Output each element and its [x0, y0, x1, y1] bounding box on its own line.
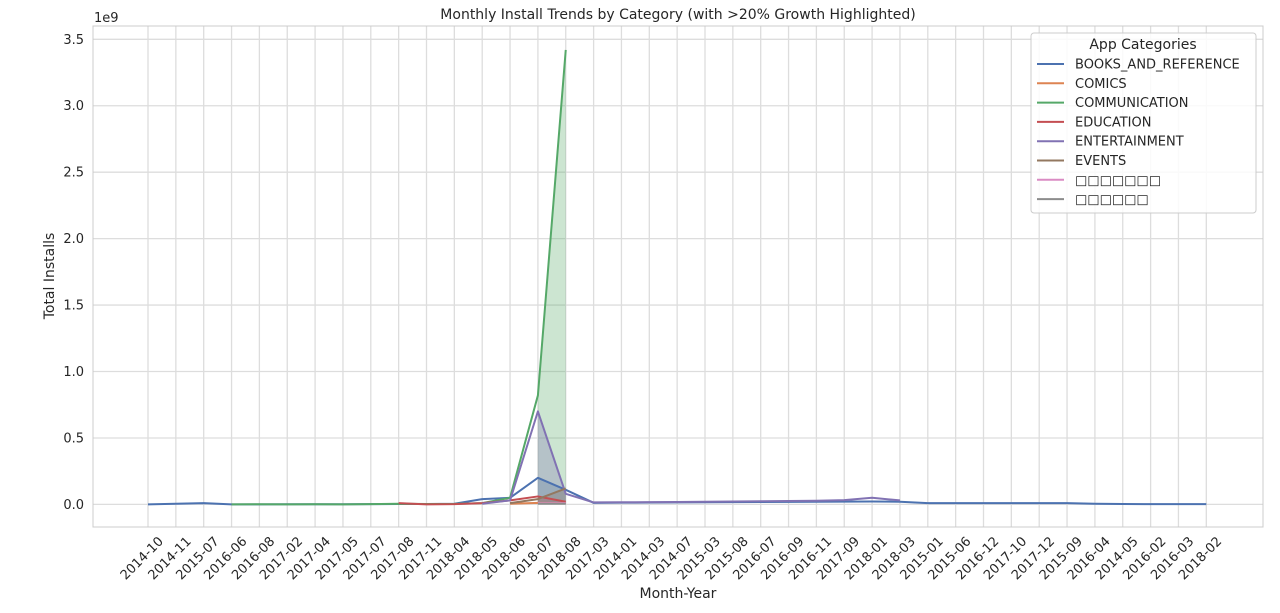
legend-label: ENTERTAINMENT — [1075, 135, 1184, 150]
legend-title: App Categories — [1089, 37, 1196, 53]
y-tick-label: 1.5 — [63, 299, 84, 314]
legend-label: BOOKS_AND_REFERENCE — [1075, 58, 1240, 73]
x-axis-label: Month-Year — [640, 586, 717, 602]
y-tick-label: 1.0 — [63, 365, 84, 380]
growth-highlight-layer — [537, 49, 566, 505]
grid-layer — [93, 26, 1263, 527]
y-tick-label: 3.0 — [63, 99, 84, 114]
chart-title: Monthly Install Trends by Category (with… — [440, 7, 915, 23]
y-offset-label: 1e9 — [94, 11, 119, 26]
legend-label: COMICS — [1075, 77, 1127, 92]
legend-label: COMMUNICATION — [1075, 96, 1189, 111]
plot-frame — [92, 25, 1264, 528]
y-tick-label: 0.0 — [63, 498, 84, 513]
legend-label: □□□□□□□ — [1075, 173, 1161, 188]
y-tick-label: 0.5 — [63, 431, 84, 446]
x-tick-labels: 2014-102014-112015-072016-062016-082017-… — [118, 534, 1225, 583]
y-axis-label: Total Installs — [42, 233, 58, 321]
y-tick-labels: 0.0 0.5 1.0 1.5 2.0 2.5 3.0 3.5 — [63, 33, 84, 513]
y-tick-label: 3.5 — [63, 33, 84, 48]
legend-label: EDUCATION — [1075, 115, 1151, 130]
series-line-entertainment — [482, 410, 901, 505]
series-line-events — [509, 487, 567, 505]
y-tick-label: 2.5 — [63, 166, 84, 181]
legend-entries: BOOKS_AND_REFERENCE COMICS COMMUNICATION ED… — [1037, 58, 1240, 208]
legend-box — [1030, 32, 1257, 214]
legend: App Categories BOOKS_AND_REFERENCE COMICS… — [1030, 32, 1257, 214]
y-tick-label: 2.0 — [63, 232, 84, 247]
series-layer — [147, 49, 1207, 506]
legend-label: EVENTS — [1075, 154, 1126, 169]
growth-fill-communication — [537, 49, 566, 505]
legend-label: □□□□□□ — [1075, 193, 1149, 208]
